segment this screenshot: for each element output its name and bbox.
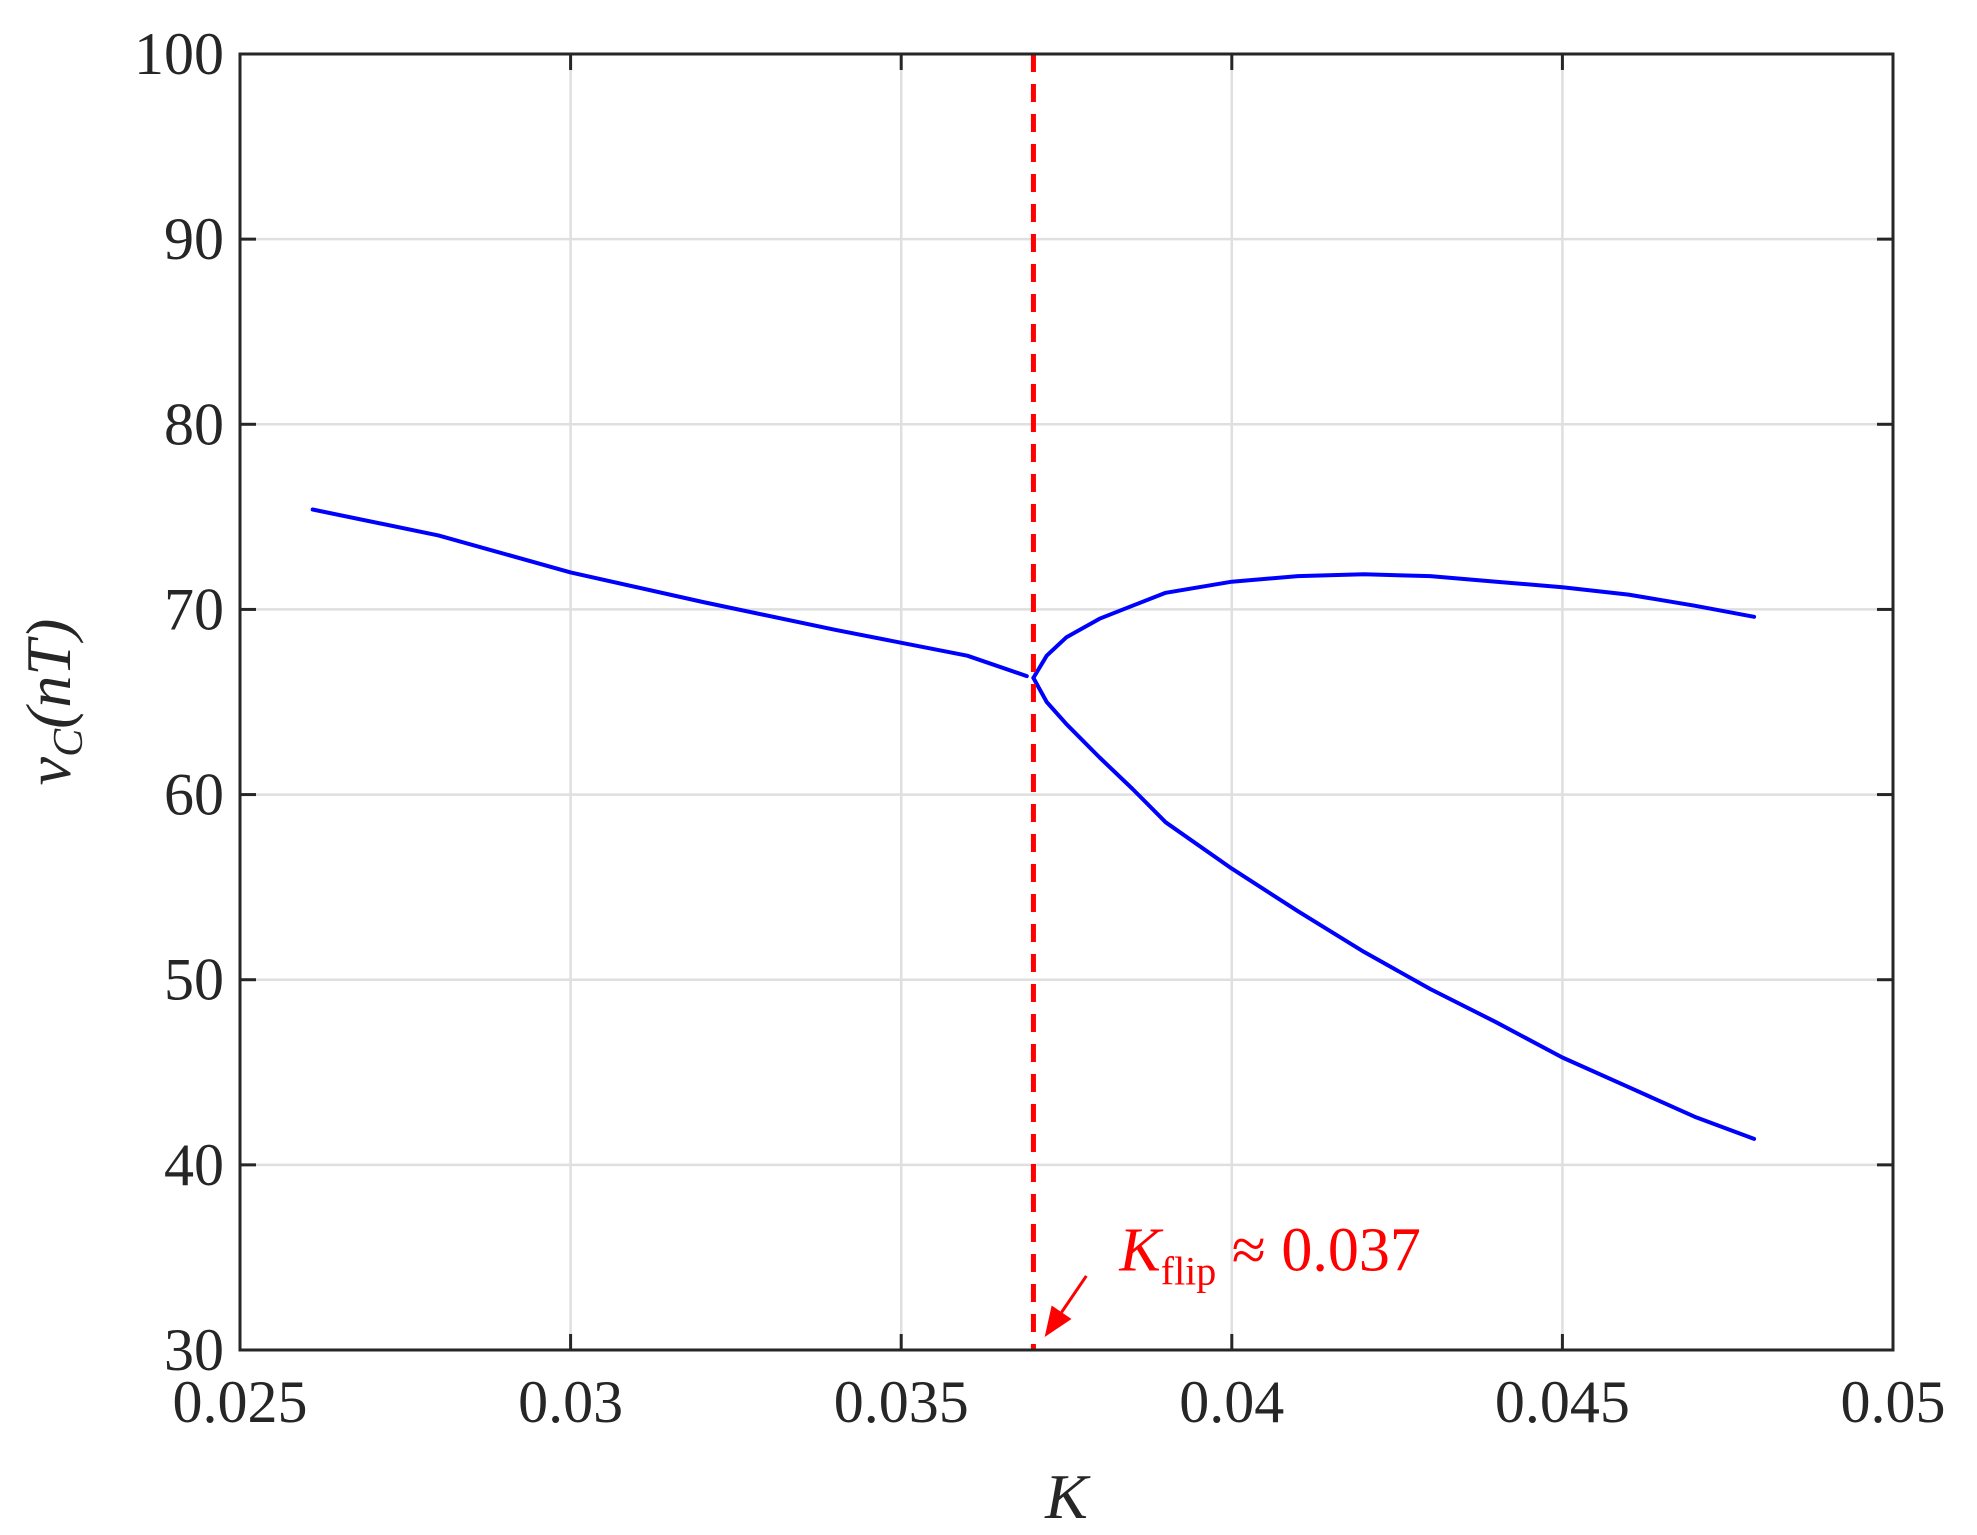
- x-tick-label: 0.035: [834, 1369, 969, 1435]
- y-tick-label: 100: [134, 21, 224, 87]
- annotation-rest: ≈ 0.037: [1216, 1216, 1421, 1284]
- series-line-2: [1031, 572, 1757, 680]
- y-tick-labels: 30 40 50 60 70 80 90 100: [134, 21, 224, 1383]
- y-axis-label-sub: C: [46, 728, 92, 757]
- y-tick-label: 70: [164, 576, 224, 642]
- series-group: [310, 507, 1757, 1141]
- ticks: [238, 52, 1895, 1352]
- y-tick-label: 30: [164, 1317, 224, 1383]
- y-axis-label: vC(nT): [13, 619, 92, 786]
- series-line-3: [1031, 675, 1757, 1141]
- x-tick-label: 0.03: [518, 1369, 623, 1435]
- y-axis-label-rest: (nT): [13, 619, 84, 729]
- annotation-text: Kflip ≈ 0.037: [1118, 1216, 1420, 1293]
- y-tick-label: 90: [164, 206, 224, 272]
- x-tick-label: 0.05: [1841, 1369, 1946, 1435]
- y-tick-label: 60: [164, 762, 224, 828]
- x-tick-label: 0.04: [1179, 1369, 1284, 1435]
- x-tick-labels: 0.025 0.03 0.035 0.04 0.045 0.05: [173, 1369, 1946, 1435]
- x-tick-label: 0.045: [1495, 1369, 1630, 1435]
- annotation: Kflip ≈ 0.037: [1044, 1216, 1421, 1338]
- annotation-arrow-head: [1044, 1305, 1072, 1338]
- annotation-sub: flip: [1161, 1248, 1217, 1293]
- annotation-arrow-line: [1060, 1275, 1088, 1314]
- x-tick-label: 0.025: [173, 1369, 308, 1435]
- plot-frame: [238, 52, 1895, 1352]
- y-tick-label: 80: [164, 391, 224, 457]
- x-axis-label: K: [1044, 1461, 1091, 1532]
- series-line-1: [310, 507, 1029, 679]
- y-tick-label: 40: [164, 1132, 224, 1198]
- y-tick-label: 50: [164, 947, 224, 1013]
- annotation-main: K: [1118, 1216, 1164, 1284]
- y-axis-label-main: v: [13, 756, 84, 785]
